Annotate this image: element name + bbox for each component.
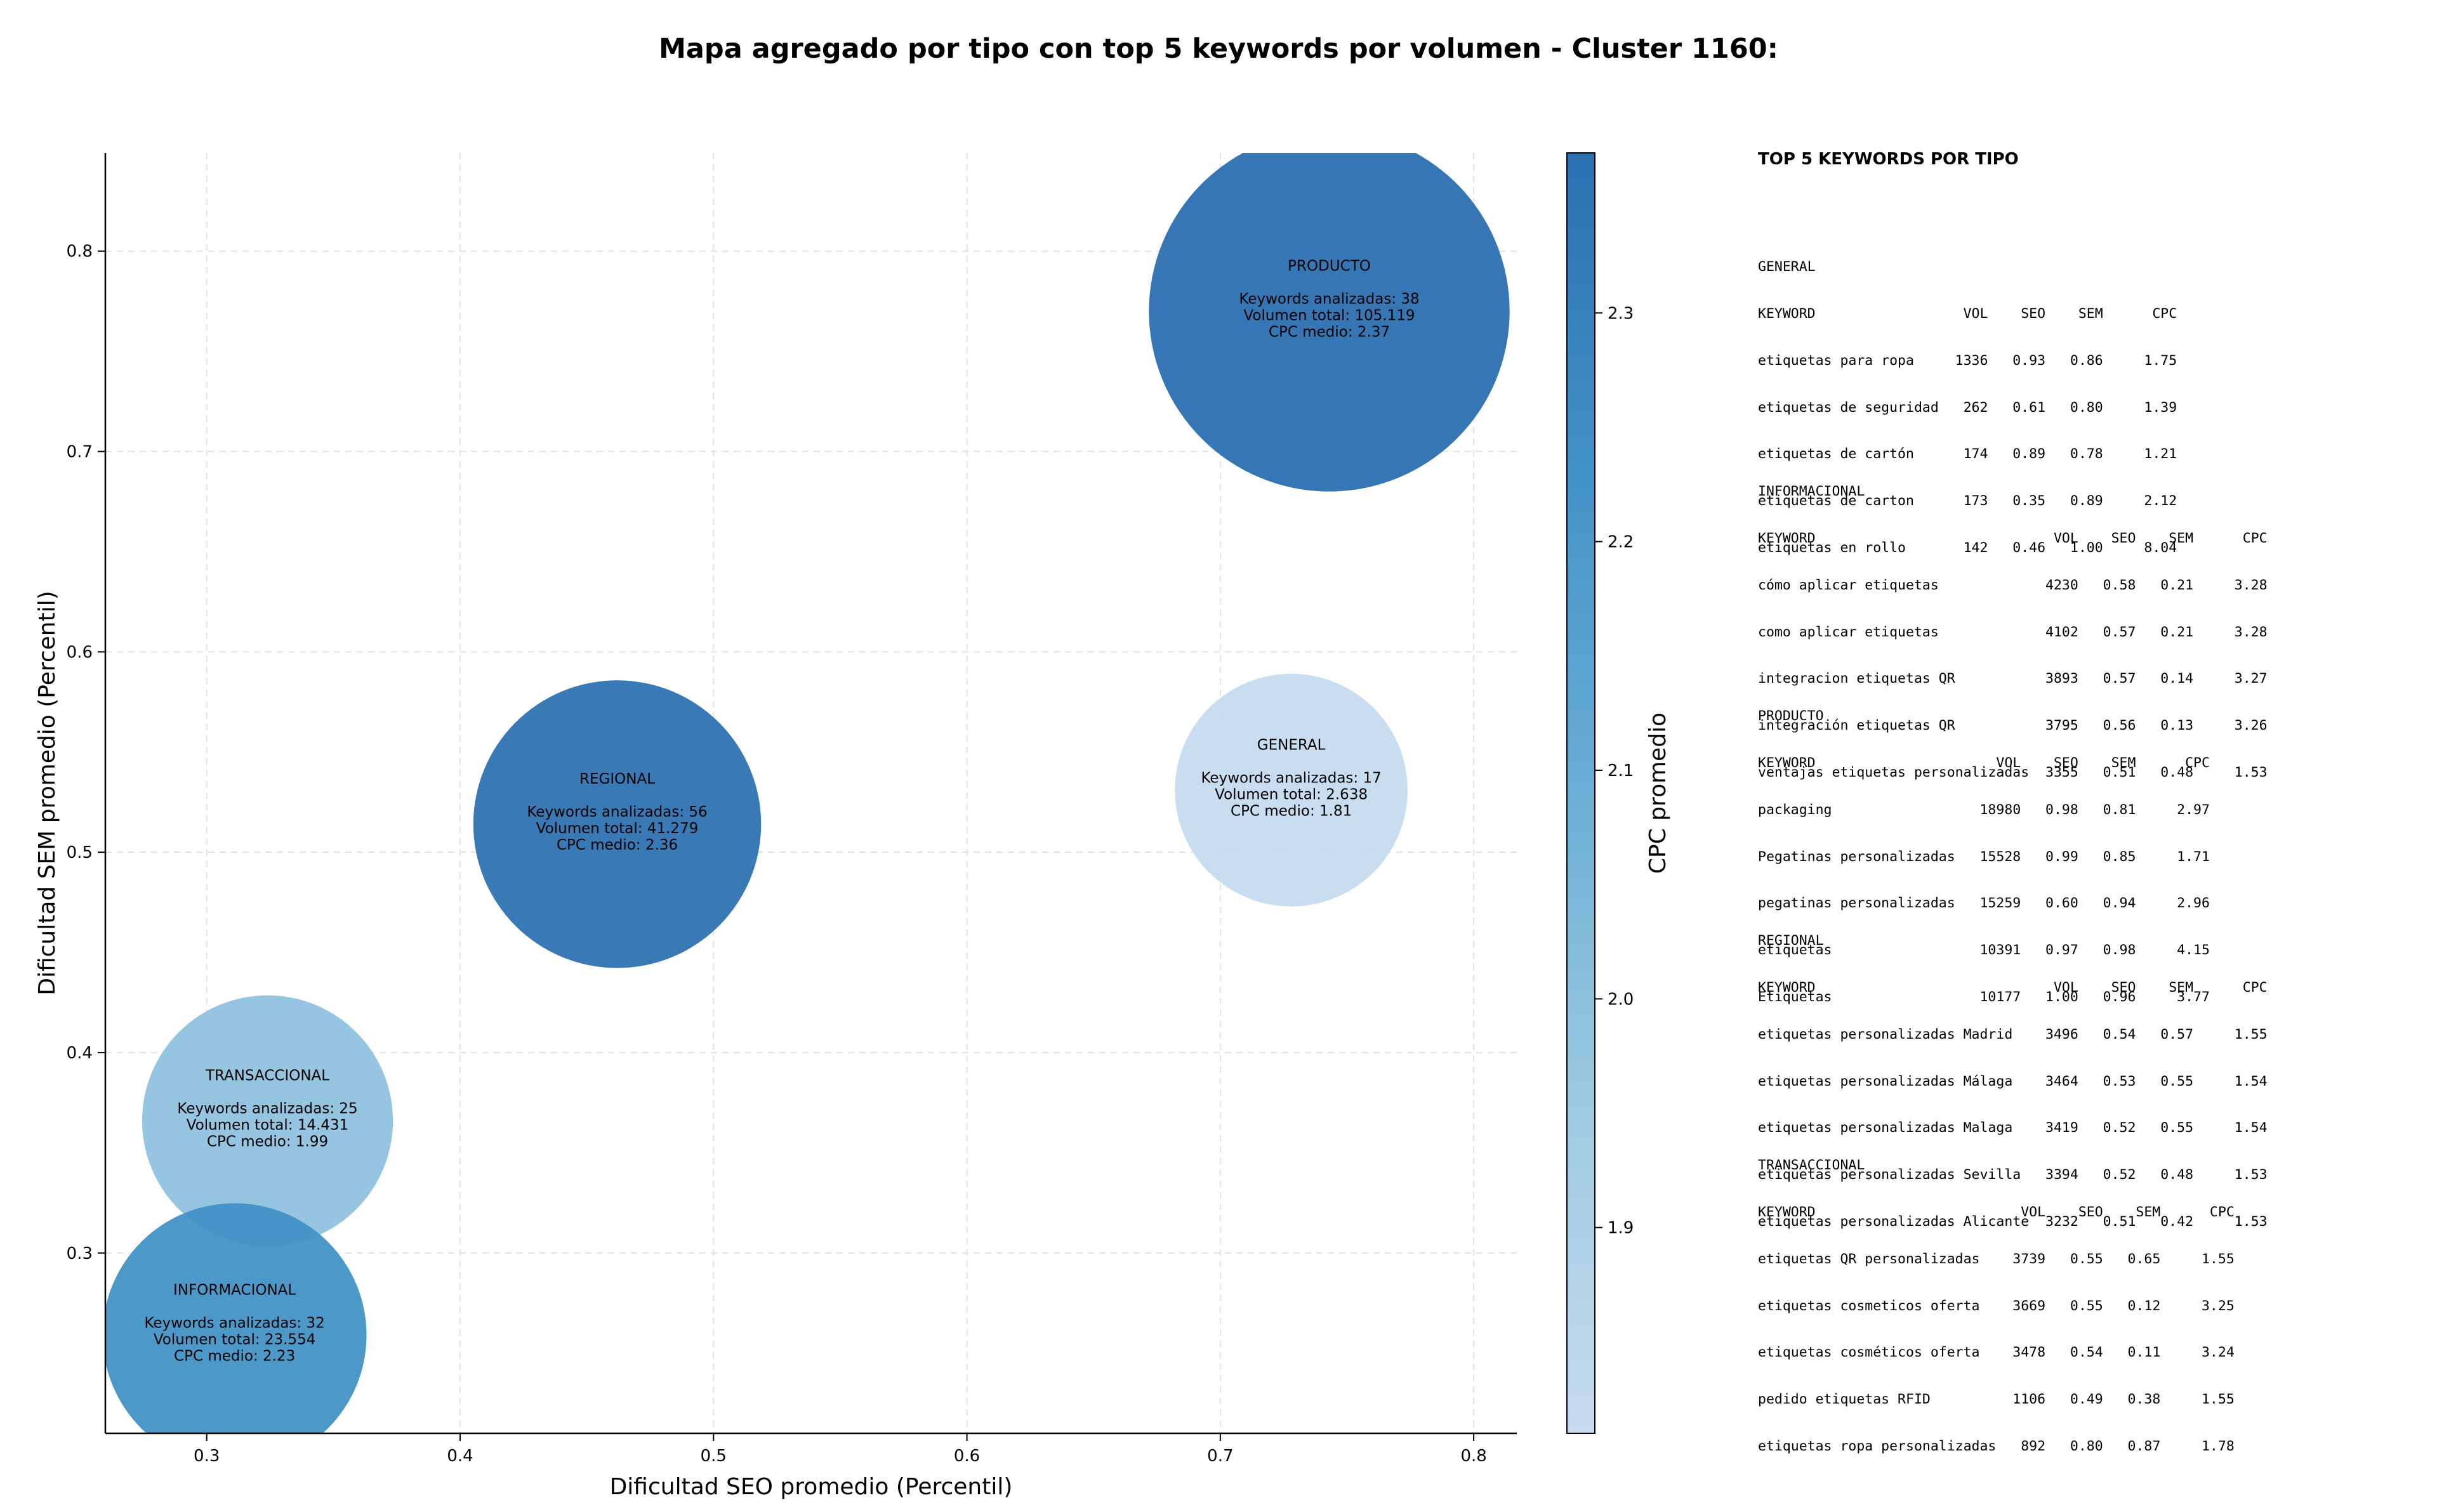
keyword-row: integración etiquetas QR 3795 0.56 0.13 … xyxy=(1758,718,2268,734)
keyword-row: etiquetas personalizadas Malaga 3419 0.5… xyxy=(1758,1120,2268,1136)
bubble-detail-label: Volumen total: 14.431 xyxy=(187,1117,349,1133)
keywords-panel-heading: TOP 5 KEYWORDS POR TIPO xyxy=(1758,150,2019,169)
bubble-regional xyxy=(473,680,762,968)
bubble-name-label: TRANSACCIONAL xyxy=(205,1067,329,1084)
keyword-row: etiquetas cosméticos oferta 3478 0.54 0.… xyxy=(1758,1344,2235,1361)
block-header: KEYWORD VOL SEO SEM CPC xyxy=(1758,1204,2235,1220)
keyword-row: Pegatinas personalizadas 15528 0.99 0.85… xyxy=(1758,848,2210,865)
bubble-name-label: INFORMACIONAL xyxy=(173,1282,296,1298)
bubble-detail-label: Keywords analizadas: 32 xyxy=(145,1315,325,1331)
axes: 0.3 0.4 0.5 0.6 0.7 0.8 0.3 0.4 0.5 0.6 0.7 0.8 Difi… xyxy=(34,153,1517,1500)
keyword-row: packaging 18980 0.98 0.81 2.97 xyxy=(1758,801,2210,818)
keyword-row: etiquetas cosmeticos oferta 3669 0.55 0.… xyxy=(1758,1298,2235,1314)
keyword-row: etiquetas QR personalizadas 3739 0.55 0.… xyxy=(1758,1251,2235,1267)
x-tick-label: 0.5 xyxy=(701,1447,727,1466)
bubble-detail-label: Keywords analizadas: 25 xyxy=(177,1100,357,1117)
x-axis-label: Dificultad SEO promedio (Percentil) xyxy=(610,1474,1013,1500)
bubble-detail-label: Volumen total: 23.554 xyxy=(154,1331,316,1348)
bubble-detail-label: CPC medio: 1.99 xyxy=(207,1133,328,1150)
keyword-row: etiquetas ropa personalizadas 892 0.80 0… xyxy=(1758,1438,2235,1454)
keyword-row: etiquetas de carton 173 0.35 0.89 2.12 xyxy=(1758,493,2177,509)
block-header: KEYWORD VOL SEO SEM CPC xyxy=(1758,305,2177,322)
bubble-detail-label: CPC medio: 1.81 xyxy=(1231,803,1352,819)
bubble-general xyxy=(1175,673,1408,907)
colorbar: 1.9 2.0 2.1 2.2 2.3 CPC promedio xyxy=(1566,152,1671,1434)
x-tick-label: 0.4 xyxy=(447,1447,473,1466)
keyword-row: ventajas etiquetas personalizadas 3355 0… xyxy=(1758,764,2268,780)
bubble-producto xyxy=(1149,153,1510,492)
keywords-block-general: GENERAL KEYWORD VOL SEO SEM CPC etiqueta… xyxy=(1758,228,2177,588)
block-title: TRANSACCIONAL xyxy=(1758,1157,1865,1174)
keyword-row: etiquetas en rollo 142 0.46 1.00 8.04 xyxy=(1758,539,2177,556)
bubble-detail-label: CPC medio: 2.36 xyxy=(557,837,678,853)
x-tick-label: 0.8 xyxy=(1460,1447,1486,1466)
x-tick-label: 0.7 xyxy=(1207,1447,1233,1466)
bubble-name-label: GENERAL xyxy=(1257,737,1326,753)
keyword-row: etiquetas de seguridad 262 0.61 0.80 1.3… xyxy=(1758,399,2177,416)
block-title: PRODUCTO xyxy=(1758,708,1824,725)
keyword-row: como aplicar etiquetas 4102 0.57 0.21 3.… xyxy=(1758,624,2268,640)
keyword-row: Etiquetas 10177 1.00 0.96 3.77 xyxy=(1758,989,2210,1005)
y-axis-label: Dificultad SEM promedio (Percentil) xyxy=(34,591,60,996)
keyword-row: etiquetas personalizadas Málaga 3464 0.5… xyxy=(1758,1073,2268,1089)
x-tick-label: 0.3 xyxy=(194,1447,220,1466)
colorbar-tick-label: 2.1 xyxy=(1608,761,1634,780)
keywords-block-regional: REGIONAL KEYWORD VOL SEO SEM CPC etiquet… xyxy=(1758,902,2268,1261)
keyword-row: pedido etiquetas RFID 1106 0.49 0.38 1.5… xyxy=(1758,1391,2235,1408)
bubble-detail-label: CPC medio: 2.37 xyxy=(1269,324,1390,340)
bubble-detail-label: Keywords analizadas: 17 xyxy=(1201,770,1382,786)
y-tick-label: 0.4 xyxy=(67,1044,93,1063)
bubble-detail-label: Volumen total: 105.119 xyxy=(1243,307,1415,324)
block-header: KEYWORD VOL SEO SEM CPC xyxy=(1758,979,2268,996)
bubble-detail-label: CPC medio: 2.23 xyxy=(174,1348,295,1364)
y-tick-label: 0.3 xyxy=(67,1244,93,1263)
colorbar-gradient xyxy=(1566,152,1595,1434)
y-tick-label: 0.5 xyxy=(67,843,93,862)
keyword-row: integracion etiquetas QR 3893 0.57 0.14 … xyxy=(1758,671,2268,687)
colorbar-tick-label: 2.0 xyxy=(1608,990,1634,1009)
colorbar-tick-label: 2.3 xyxy=(1608,304,1634,323)
keywords-panel: TOP 5 KEYWORDS POR TIPO GENERAL KEYWORD … xyxy=(1758,150,2431,1454)
keyword-row: cómo aplicar etiquetas 4230 0.58 0.21 3.… xyxy=(1758,577,2268,593)
x-tick-label: 0.6 xyxy=(954,1447,980,1466)
bubble-detail-label: Volumen total: 41.279 xyxy=(536,820,699,837)
bubble-informacional xyxy=(105,1203,367,1433)
block-header: KEYWORD VOL SEO SEM CPC xyxy=(1758,754,2210,771)
keyword-row: etiquetas personalizadas Madrid 3496 0.5… xyxy=(1758,1026,2268,1042)
keyword-row: etiquetas personalizadas Sevilla 3394 0.… xyxy=(1758,1167,2268,1183)
block-title: INFORMACIONAL xyxy=(1758,483,1865,500)
y-tick-label: 0.6 xyxy=(67,643,93,662)
bubble-detail-label: Keywords analizadas: 56 xyxy=(527,804,707,820)
bubble-detail-label: Keywords analizadas: 38 xyxy=(1239,291,1419,307)
keyword-row: etiquetas 10391 0.97 0.98 4.15 xyxy=(1758,942,2210,959)
keyword-row: etiquetas personalizadas Alicante 3232 0… xyxy=(1758,1213,2268,1230)
keyword-row: etiquetas de cartón 174 0.89 0.78 1.21 xyxy=(1758,446,2177,463)
y-tick-label: 0.8 xyxy=(67,242,93,261)
bubble-detail-label: Volumen total: 2.638 xyxy=(1215,786,1368,803)
keyword-row: etiquetas para ropa 1336 0.93 0.86 1.75 xyxy=(1758,352,2177,369)
colorbar-tick-label: 2.2 xyxy=(1608,533,1634,552)
bubble-name-label: PRODUCTO xyxy=(1288,258,1371,274)
keyword-row: pegatinas personalizadas 15259 0.60 0.94… xyxy=(1758,895,2210,912)
keywords-block-informacional: INFORMACIONAL KEYWORD VOL SEO SEM CPC có… xyxy=(1758,453,2268,812)
block-title: REGIONAL xyxy=(1758,933,1824,949)
block-header: KEYWORD VOL SEO SEM CPC xyxy=(1758,530,2268,546)
chart-title: Mapa agregado por tipo con top 5 keyword… xyxy=(659,33,1778,65)
keywords-block-transaccional: TRANSACCIONAL KEYWORD VOL SEO SEM CPC et… xyxy=(1758,1127,2235,1486)
bubble-name-label: REGIONAL xyxy=(579,771,655,787)
colorbar-tick-label: 1.9 xyxy=(1608,1219,1634,1238)
keywords-block-producto: PRODUCTO KEYWORD VOL SEO SEM CPC packagi… xyxy=(1758,678,2210,1037)
colorbar-label: CPC promedio xyxy=(1645,713,1671,874)
block-title: GENERAL xyxy=(1758,259,1816,275)
y-tick-label: 0.7 xyxy=(67,443,93,462)
bubbles xyxy=(105,153,1510,1433)
bubble-transaccional xyxy=(142,995,393,1246)
